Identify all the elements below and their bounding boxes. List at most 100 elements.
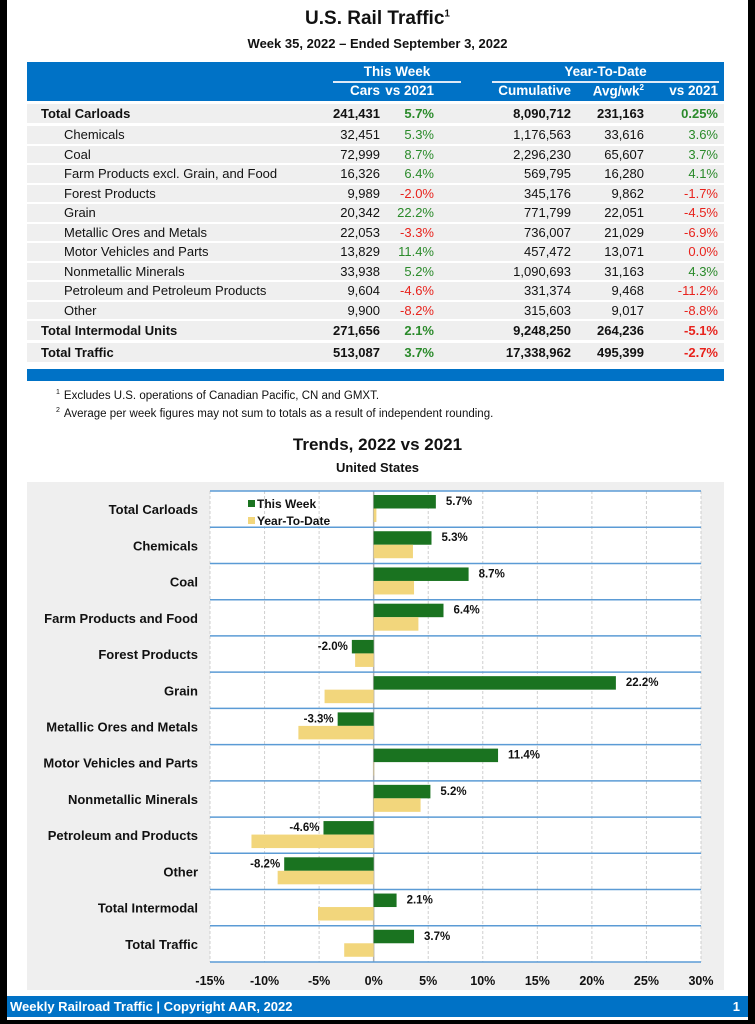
- bar-this-week: [373, 748, 499, 763]
- bar-ytd: [355, 653, 374, 667]
- bar-ytd: [373, 508, 377, 522]
- x-tick-label: 25%: [634, 974, 659, 988]
- row-label: Total Traffic: [41, 345, 114, 360]
- data-label: 3.7%: [424, 931, 450, 943]
- avg-wk-value: 9,468: [611, 283, 644, 298]
- cumulative-value: 17,338,962: [505, 345, 571, 360]
- ytd-vs2021-value: 0.0%: [688, 244, 718, 259]
- vs2021-value: -3.3%: [400, 224, 434, 240]
- cars-value: 9,900: [347, 302, 380, 318]
- bar-ytd: [344, 943, 374, 957]
- bar-this-week: [373, 603, 444, 618]
- chart-title: Trends, 2022 vs 2021: [292, 435, 463, 454]
- vs2021-value: -4.6%: [400, 283, 434, 298]
- cars-value: 33,938: [340, 263, 380, 279]
- category-label: Total Intermodal: [98, 901, 198, 916]
- page-footer: Weekly Railroad Traffic | Copyright AAR,…: [7, 996, 748, 1017]
- row-label: Coal: [64, 146, 91, 162]
- vs2021-value: -8.2%: [400, 302, 434, 318]
- table-body: Total Carloads 241,431 5.7% 8,090,712 231,16…: [27, 104, 724, 365]
- col-avgwk-footnote: 2: [639, 83, 644, 92]
- group-this-week-underline: [333, 81, 461, 83]
- category-label: Total Traffic: [125, 937, 198, 952]
- avg-wk-value: 495,399: [597, 345, 644, 360]
- row-label: Motor Vehicles and Parts: [64, 244, 209, 259]
- cars-value: 9,989: [347, 185, 380, 201]
- footnote-2: 2 Average per week figures may not sum to…: [56, 407, 493, 420]
- col-cars: Cars: [349, 83, 380, 98]
- col-vs2021: vs 2021: [385, 83, 434, 98]
- x-tick-label: -5%: [308, 974, 330, 988]
- bar-this-week: [373, 567, 469, 581]
- bar-this-week: [373, 495, 436, 509]
- bar-ytd: [373, 762, 375, 776]
- category-label: Forest Products: [98, 647, 198, 662]
- vs2021-value: 22.2%: [397, 205, 434, 220]
- ytd-vs2021-value: 4.1%: [688, 166, 718, 181]
- cumulative-value: 2,296,230: [513, 146, 571, 162]
- bar-ytd: [373, 617, 419, 631]
- data-label: 2.1%: [407, 895, 433, 907]
- avg-wk-value: 21,029: [604, 224, 644, 240]
- bar-ytd: [251, 834, 374, 849]
- bar-ytd: [324, 689, 374, 704]
- avg-wk-value: 16,280: [604, 166, 644, 181]
- page-number: 1: [732, 999, 740, 1014]
- cars-value: 9,604: [347, 283, 380, 298]
- ytd-vs2021-value: 3.7%: [688, 146, 718, 162]
- avg-wk-value: 9,862: [611, 185, 644, 201]
- cumulative-value: 457,472: [524, 244, 571, 259]
- x-tick-label: 5%: [419, 974, 437, 988]
- ytd-vs2021-value: 4.3%: [688, 263, 718, 279]
- avg-wk-value: 9,017: [611, 302, 644, 318]
- table-row: Total Traffic 513,087 3.7% 17,338,962 495,39…: [27, 343, 724, 362]
- avg-wk-value: 22,051: [604, 205, 644, 220]
- row-label: Petroleum and Petroleum Products: [64, 283, 267, 298]
- table-row: Petroleum and Petroleum Products 9,604 -4.…: [27, 282, 724, 300]
- bar-this-week: [373, 784, 431, 799]
- legend-swatch-this-week: [248, 500, 255, 507]
- category-label: Grain: [164, 683, 198, 698]
- vs2021-value: 3.7%: [404, 345, 434, 360]
- chart-panel: -15% -10% -5% 0% 5% 10% 15% 20% 25% 30% Total Carl…: [27, 482, 724, 990]
- row-label: Other: [64, 302, 97, 318]
- category-label: Petroleum and Products: [48, 828, 198, 843]
- data-label: 5.3%: [441, 532, 467, 544]
- bar-this-week: [373, 676, 616, 690]
- table-row: Farm Products excl. Grain, and Food 16,32…: [27, 165, 724, 183]
- chart-subtitle: United States: [335, 460, 420, 475]
- page-subtitle: Week 35, 2022 – Ended September 3, 2022: [247, 36, 508, 51]
- row-label: Chemicals: [64, 127, 125, 142]
- avg-wk-value: 264,236: [597, 323, 644, 338]
- x-tick-label: 0%: [365, 974, 383, 988]
- table-row: Grain 20,342 22.2% 771,799 22,051 -4.5%: [27, 204, 724, 222]
- vs2021-value: 5.7%: [404, 106, 434, 121]
- bar-this-week: [373, 929, 415, 944]
- avg-wk-value: 33,616: [604, 127, 644, 142]
- bar-this-week: [351, 639, 374, 654]
- row-label: Nonmetallic Minerals: [64, 263, 185, 279]
- data-label: 8.7%: [479, 568, 505, 580]
- table-row: Chemicals 32,451 5.3% 1,176,563 33,616 3.6%: [27, 126, 724, 144]
- cumulative-value: 9,248,250: [513, 323, 571, 338]
- plot-area: [210, 491, 701, 962]
- cumulative-value: 771,799: [524, 205, 571, 220]
- x-tick-label: -10%: [250, 974, 279, 988]
- category-label: Metallic Ores and Metals: [46, 720, 198, 735]
- avg-wk-value: 65,607: [604, 146, 644, 162]
- legend-label-ytd: Year-To-Date: [257, 514, 330, 528]
- category-label: Chemicals: [133, 538, 198, 553]
- legend-swatch-ytd: [248, 517, 255, 524]
- row-label: Total Intermodal Units: [41, 323, 178, 338]
- row-label: Metallic Ores and Metals: [64, 224, 208, 240]
- avg-wk-value: 31,163: [604, 263, 644, 279]
- vs2021-value: 5.3%: [404, 127, 434, 142]
- cars-value: 32,451: [340, 127, 380, 142]
- data-label: -8.2%: [250, 858, 280, 870]
- cumulative-value: 569,795: [524, 166, 571, 181]
- cars-value: 271,656: [333, 323, 380, 338]
- bar-ytd: [373, 798, 421, 812]
- bar-this-week: [373, 893, 397, 908]
- category-label: Farm Products and Food: [44, 611, 198, 626]
- vs2021-value: 8.7%: [404, 146, 434, 162]
